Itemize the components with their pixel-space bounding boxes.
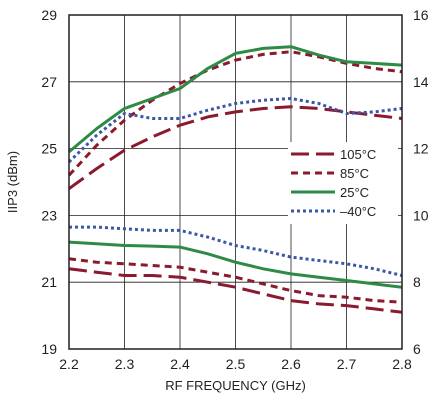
left-axis-ticks: 19 21 23 25 27 29 [41,7,57,357]
right-axis-ticks: 6 8 10 12 14 16 [413,7,429,357]
left-tick-label: 19 [41,341,57,357]
series-line-left [68,105,403,190]
series-line-right [68,257,403,304]
right-tick-label: 16 [413,7,429,23]
right-tick-label: 10 [413,207,429,223]
x-axis-title: RF FREQUENCY (GHz) [165,378,306,393]
right-tick-label: 14 [413,74,429,90]
x-tick-label: 2.3 [115,356,135,372]
legend-label: 105°C [340,147,376,162]
series-line-left [68,45,403,154]
series-line-left [67,97,403,164]
x-tick-label: 2.2 [59,356,79,372]
x-tick-label: 2.7 [337,356,357,372]
left-tick-label: 29 [41,7,57,23]
legend: 105°C 85°C 25°C –40°C [291,147,376,219]
y-axis-title: IIP3 (dBm) [5,151,20,213]
right-tick-label: 8 [413,274,421,290]
series-lines [67,45,403,314]
x-axis-ticks: 2.2 2.3 2.4 2.5 2.6 2.7 2.8 [59,356,412,372]
right-tick-label: 12 [413,141,429,157]
left-tick-label: 21 [41,274,57,290]
legend-label: –40°C [340,204,376,219]
series-line-left [67,50,403,177]
plot-frame [68,14,403,350]
series-line-right [68,267,403,314]
x-tick-label: 2.4 [170,356,190,372]
legend-label: 85°C [340,166,369,181]
left-tick-label: 27 [41,74,57,90]
x-tick-label: 2.6 [281,356,301,372]
series-line-right [68,240,403,289]
legend-background [288,142,398,224]
x-tick-label: 2.8 [392,356,412,372]
series-line-right [69,225,403,277]
legend-label: 25°C [340,185,369,200]
x-tick-label: 2.5 [226,356,246,372]
left-tick-label: 23 [41,207,57,223]
right-tick-label: 6 [413,341,421,357]
left-tick-label: 25 [41,141,57,157]
